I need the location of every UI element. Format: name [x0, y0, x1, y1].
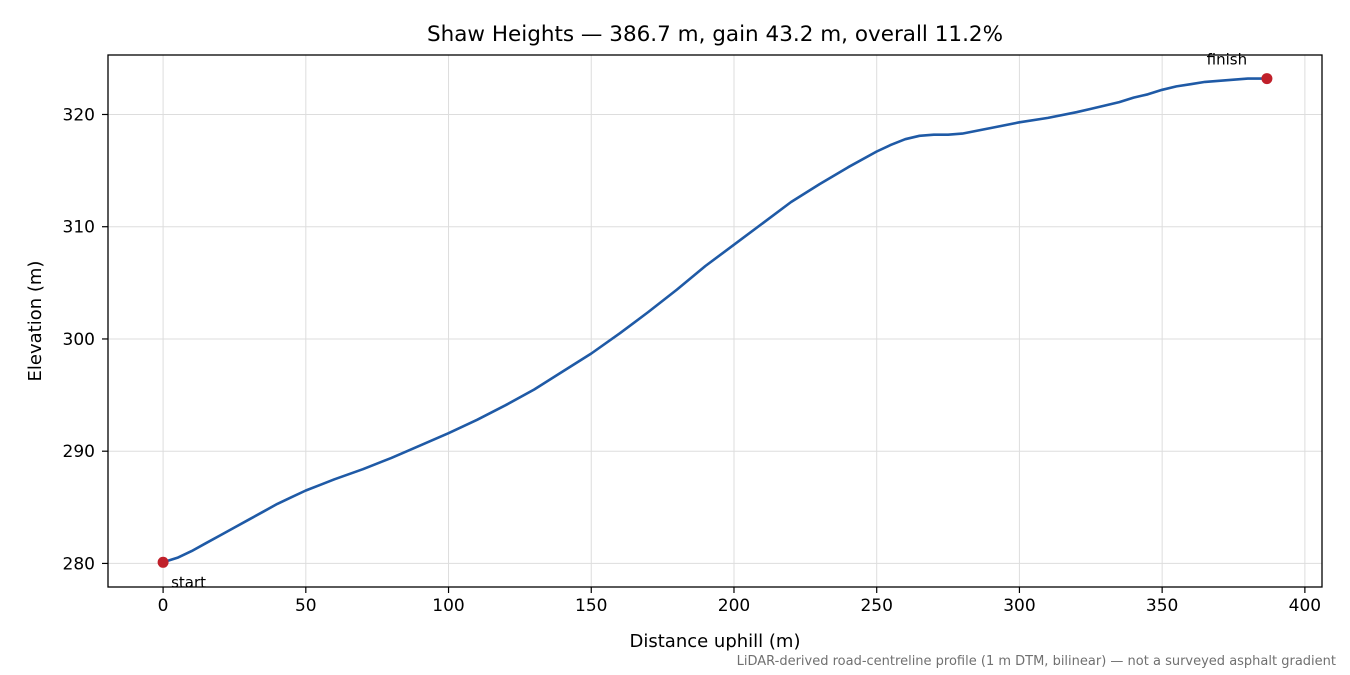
x-tick-label: 50	[295, 596, 317, 616]
x-tick-label: 250	[860, 596, 892, 616]
x-tick-label: 300	[1003, 596, 1035, 616]
y-tick-label: 310	[63, 218, 95, 238]
x-tick-label: 400	[1289, 596, 1321, 616]
finish-marker	[1261, 73, 1273, 85]
start-marker	[157, 556, 169, 568]
footnote: LiDAR-derived road-centreline profile (1…	[737, 654, 1336, 669]
chart-title: Shaw Heights — 386.7 m, gain 43.2 m, ove…	[427, 22, 1003, 47]
elevation-line	[161, 77, 1269, 564]
y-tick-label: 300	[63, 330, 95, 350]
y-tick-label: 320	[63, 105, 95, 125]
x-tick-label: 350	[1146, 596, 1178, 616]
x-axis-label: Distance uphill (m)	[630, 631, 801, 652]
grid	[108, 55, 1322, 587]
y-axis: 280 290 300 310 320	[63, 105, 108, 574]
y-tick-label: 280	[63, 554, 95, 574]
x-tick-label: 0	[158, 596, 169, 616]
y-axis-label: Elevation (m)	[25, 261, 46, 382]
x-tick-label: 200	[718, 596, 750, 616]
x-axis: 0 50 100 150 200 250 300 350 400	[158, 587, 1321, 616]
series-layer: start finish	[157, 51, 1273, 591]
finish-label: finish	[1207, 51, 1247, 69]
y-tick-label: 290	[63, 442, 95, 462]
x-tick-label: 150	[575, 596, 607, 616]
plot-frame	[107, 54, 1323, 588]
start-label: start	[171, 573, 206, 591]
x-tick-label: 100	[432, 596, 464, 616]
